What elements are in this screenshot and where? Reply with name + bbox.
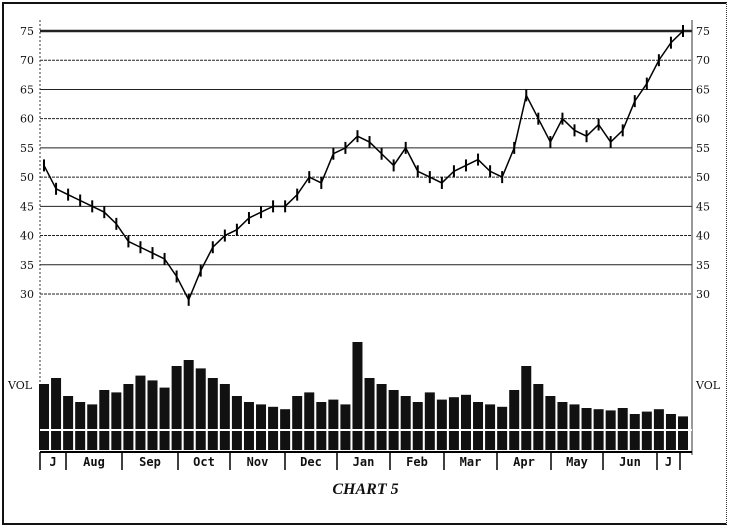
y-tick-right-50: 50 [696,171,710,184]
volume-label-right: VOL [695,379,721,392]
volume-bar-27 [364,378,375,450]
volume-bar-40 [521,366,532,450]
volume-bar-28 [376,384,387,450]
chart-title: CHART 5 [332,481,399,498]
volume-bar-18 [256,404,267,450]
y-tick-left-65: 65 [20,83,34,96]
month-label-9: Apr [513,455,535,469]
volume-bar-21 [292,396,303,450]
volume-bar-30 [400,396,411,450]
volume-bar-52 [665,414,676,450]
y-tick-right-45: 45 [696,200,710,213]
volume-bar-17 [243,402,254,450]
month-label-6: Jan [353,455,375,469]
volume-bar-15 [219,384,230,450]
volume-bar-19 [268,406,279,450]
month-label-4: Nov [247,455,269,469]
y-tick-left-50: 50 [20,171,34,184]
y-tick-left-75: 75 [20,25,34,38]
volume-bar-35 [460,394,471,450]
volume-bar-37 [485,404,496,450]
volume-bar-39 [509,390,520,450]
volume-bar-16 [231,396,242,450]
month-label-12: J [665,455,672,469]
volume-bar-13 [195,368,206,450]
volume-bar-9 [147,380,158,450]
volume-bar-34 [448,397,459,450]
volume-bar-33 [436,399,447,450]
y-tick-right-65: 65 [696,83,710,96]
volume-bar-10 [159,387,170,450]
volume-label-left: VOL [7,379,33,392]
y-tick-right-40: 40 [696,230,710,243]
y-tick-left-55: 55 [20,142,34,155]
volume-bar-43 [557,402,568,450]
y-tick-left-35: 35 [20,259,34,272]
y-tick-right-30: 30 [696,288,710,301]
volume-bar-25 [340,404,351,450]
volume-bar-31 [412,402,423,450]
volume-bar-8 [135,375,146,450]
volume-bar-12 [183,360,194,450]
volume-bar-0 [39,384,49,450]
y-tick-left-40: 40 [20,230,34,243]
volume-bar-26 [352,342,363,450]
volume-bar-7 [123,384,134,450]
month-label-11: Jun [619,455,641,469]
volume-bar-11 [171,366,182,450]
volume-bar-1 [51,378,62,450]
month-label-7: Feb [406,455,428,469]
volume-bar-22 [304,392,315,450]
y-tick-right-35: 35 [696,259,710,272]
y-tick-right-60: 60 [696,113,710,126]
price-line [43,30,684,302]
y-tick-right-70: 70 [696,54,710,67]
month-label-3: Oct [193,455,215,469]
y-tick-right-55: 55 [696,142,710,155]
month-label-10: May [566,455,588,469]
volume-bar-23 [316,402,327,450]
volume-bar-42 [545,396,556,450]
volume-bar-29 [388,390,399,450]
volume-bar-36 [473,402,484,450]
volume-bar-2 [63,396,74,450]
month-label-2: Sep [139,455,161,469]
volume-bar-5 [99,390,110,450]
y-tick-left-60: 60 [20,113,34,126]
y-tick-left-70: 70 [20,54,34,67]
volume-bar-41 [533,384,544,450]
volume-bar-53 [678,416,688,450]
volume-bar-14 [207,378,218,450]
month-label-0: J [49,455,56,469]
month-label-5: Dec [300,455,322,469]
volume-bar-4 [87,404,98,450]
volume-bar-3 [75,402,86,450]
y-tick-right-75: 75 [696,25,710,38]
volume-bar-6 [111,392,122,450]
y-tick-left-45: 45 [20,200,34,213]
volume-bar-24 [328,399,339,450]
y-tick-left-30: 30 [20,288,34,301]
volume-bar-49 [629,414,640,450]
volume-bar-38 [497,406,508,450]
month-label-1: Aug [83,455,105,469]
volume-bar-32 [424,392,435,450]
month-label-8: Mar [460,455,482,469]
volume-bar-44 [569,404,580,450]
